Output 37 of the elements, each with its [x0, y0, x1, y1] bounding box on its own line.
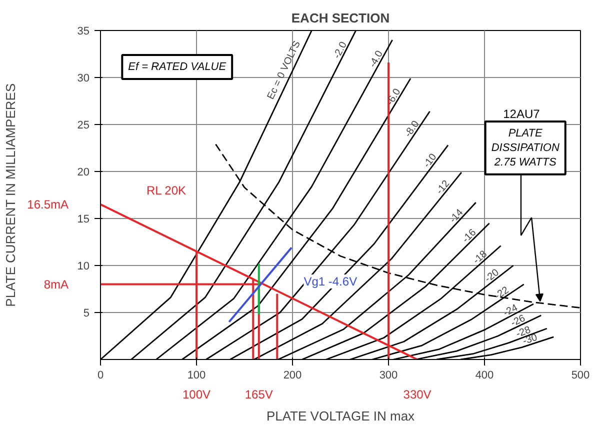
annotation: Ef = RATED VALUE [128, 61, 227, 74]
text: -10 [422, 152, 440, 170]
annotation: 165V [244, 388, 273, 402]
annotation: 100V [182, 388, 211, 402]
text: -8.0 [402, 118, 422, 140]
text: -2.0 [332, 40, 350, 61]
text: -16 [460, 226, 479, 246]
text: -4.0 [367, 48, 386, 70]
chart-title: EACH SECTION [291, 10, 390, 26]
x-tick-label: 300 [379, 370, 398, 382]
text: -14 [448, 207, 466, 226]
text: -20 [483, 267, 502, 285]
x-tick-label: 100 [187, 370, 206, 382]
annotation: 12AU7 [503, 107, 540, 122]
annotation: 330V [403, 388, 432, 402]
y-tick-label: 10 [77, 260, 90, 272]
x-tick-label: 500 [571, 370, 590, 382]
x-axis-title: PLATE VOLTAGE IN max [266, 408, 416, 424]
y-tick-label: 25 [77, 120, 90, 132]
annotation: 16.5mA [27, 197, 69, 212]
annotation: Vg1 -4.6V [304, 274, 358, 289]
y-tick-label: 15 [77, 214, 90, 226]
y-axis-title: PLATE CURRENT IN MILLIAMPERES [3, 83, 18, 307]
y-tick-label: 20 [77, 166, 90, 178]
y-tick-label: 35 [77, 26, 90, 38]
x-tick-label: 400 [475, 370, 494, 382]
x-tick-label: 200 [283, 370, 302, 382]
y-tick-label: 5 [83, 308, 90, 320]
text: -22 [492, 284, 512, 302]
y-tick-label: 30 [77, 72, 90, 84]
text: -18 [471, 248, 490, 267]
annotation: RL 20K [146, 183, 186, 198]
text: -6.0 [384, 86, 404, 108]
annotation: 8mA [44, 277, 69, 292]
x-tick-label: 0 [97, 370, 104, 382]
annotation: PLATE DISSIPATION 2.75 WATTS [491, 128, 560, 168]
text: -12 [434, 178, 452, 197]
